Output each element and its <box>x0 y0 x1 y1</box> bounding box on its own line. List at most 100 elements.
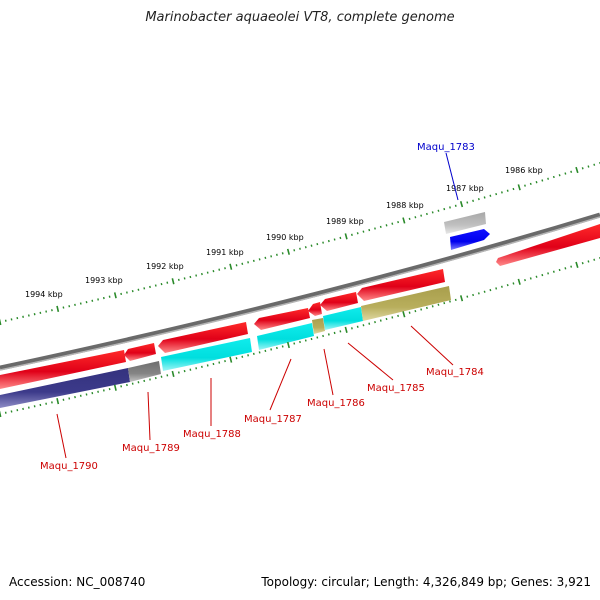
minor-tick <box>449 300 451 303</box>
minor-tick <box>581 262 584 265</box>
minor-tick <box>570 265 573 268</box>
kbp-label: 1989 kbp <box>326 217 364 226</box>
minor-tick <box>327 333 330 336</box>
minor-tick <box>431 211 434 214</box>
minor-tick <box>547 177 550 180</box>
minor-tick <box>414 309 417 313</box>
gene-1784[interactable] <box>361 286 451 321</box>
feature-red-b[interactable] <box>124 343 156 361</box>
gene-1789[interactable] <box>128 361 161 382</box>
kbp-label: 1991 kbp <box>206 248 244 257</box>
minor-tick <box>489 194 492 197</box>
major-tick <box>517 184 521 191</box>
minor-tick <box>425 306 428 310</box>
minor-tick <box>304 246 307 249</box>
minor-tick <box>477 292 480 295</box>
major-tick <box>286 248 290 255</box>
feature-red-e[interactable] <box>308 302 322 316</box>
gene-row <box>0 286 451 408</box>
minor-tick <box>275 253 278 256</box>
major-tick <box>344 326 348 333</box>
minor-tick <box>339 236 342 240</box>
reverse-strand-row <box>0 269 445 389</box>
feature-red-c[interactable] <box>158 322 248 353</box>
gene-label[interactable]: Maqu_1789 <box>122 443 180 454</box>
major-tick <box>229 263 233 270</box>
minor-tick <box>339 330 342 333</box>
minor-tick <box>570 170 573 173</box>
minor-tick <box>512 187 515 191</box>
minor-tick <box>322 241 325 244</box>
minor-tick <box>431 305 434 308</box>
feature-red-1982[interactable] <box>496 224 600 266</box>
gene-label[interactable]: Maqu_1790 <box>40 461 98 472</box>
gene-1787[interactable] <box>257 323 314 350</box>
minor-tick <box>379 319 382 322</box>
minor-tick <box>466 295 469 298</box>
gene-label[interactable]: Maqu_1786 <box>307 398 365 409</box>
minor-tick <box>425 212 428 216</box>
minor-tick <box>437 303 440 306</box>
minor-tick <box>472 199 475 202</box>
kbp-label: 1993 kbp <box>85 276 123 285</box>
major-tick <box>402 311 406 318</box>
gene-label[interactable]: Maqu_1788 <box>183 429 241 440</box>
minor-tick <box>454 298 457 302</box>
gene-label[interactable]: Maqu_1784 <box>426 367 484 378</box>
minor-tick <box>420 214 423 217</box>
major-tick <box>575 166 579 174</box>
minor-tick <box>472 293 475 297</box>
feature-red-a[interactable] <box>0 350 126 389</box>
accession-label: Accession: NC_008740 <box>9 575 146 589</box>
minor-tick <box>281 252 284 255</box>
minor-tick <box>524 184 526 187</box>
minor-tick <box>564 172 567 175</box>
minor-tick <box>564 267 567 270</box>
minor-tick <box>264 256 267 259</box>
major-tick <box>517 278 521 285</box>
major-tick <box>113 292 117 299</box>
minor-tick <box>362 230 365 233</box>
map-title: Marinobacter aquaeolei VT8, complete gen… <box>145 10 455 25</box>
minor-tick <box>258 258 261 261</box>
minor-tick <box>333 238 336 241</box>
minor-tick <box>489 288 492 292</box>
minor-tick <box>391 316 394 319</box>
minor-tick <box>437 209 440 212</box>
feature-red-f[interactable] <box>320 292 358 311</box>
gene-label[interactable]: Maqu_1787 <box>244 414 302 425</box>
gene-label[interactable]: Maqu_1783 <box>417 142 475 153</box>
minor-tick <box>552 175 555 179</box>
gene-1785[interactable] <box>323 307 363 330</box>
minor-tick <box>356 232 359 235</box>
minor-tick <box>379 225 382 229</box>
minor-tick <box>350 327 353 330</box>
kbp-label: 1990 kbp <box>266 233 304 242</box>
minor-tick <box>506 189 509 192</box>
feature-red-d[interactable] <box>254 308 310 330</box>
gene-1783-arrow[interactable] <box>450 229 490 250</box>
minor-tick <box>500 285 503 288</box>
minor-tick <box>310 337 313 341</box>
gene-1788[interactable] <box>161 338 252 371</box>
minor-tick <box>524 278 526 282</box>
gene-label[interactable]: Maqu_1785 <box>367 383 425 394</box>
minor-tick <box>408 311 411 314</box>
minor-tick <box>408 217 411 221</box>
major-tick <box>402 217 406 224</box>
minor-tick <box>477 197 480 201</box>
minor-tick <box>293 342 296 345</box>
gene-1790[interactable] <box>0 368 130 408</box>
forward-strand-features <box>444 212 600 266</box>
minor-tick <box>414 216 417 219</box>
major-tick <box>0 410 2 418</box>
minor-tick <box>541 273 544 277</box>
kbp-label: 1986 kbp <box>505 166 543 175</box>
major-tick <box>229 356 233 363</box>
feature-red-g[interactable] <box>357 269 445 301</box>
minor-tick <box>293 249 296 252</box>
major-tick <box>0 318 2 326</box>
major-tick <box>459 201 464 208</box>
gene-1786[interactable] <box>312 318 325 334</box>
